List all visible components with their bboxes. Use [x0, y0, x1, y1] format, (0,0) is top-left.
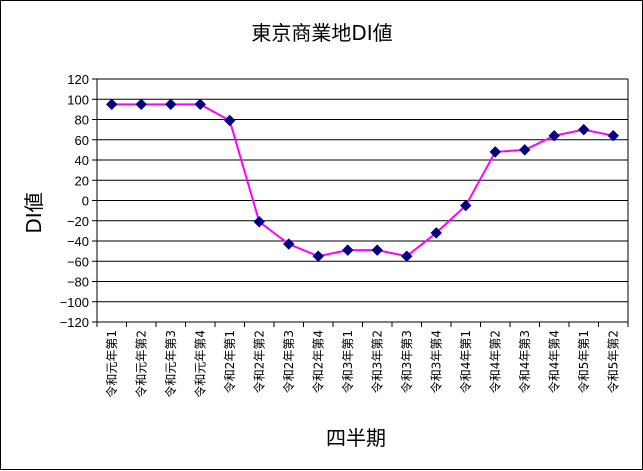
x-tick-label: 令和2年第2: [251, 330, 266, 393]
data-point-marker: [430, 227, 442, 239]
data-point-marker: [283, 238, 295, 250]
y-tick-label: −60: [67, 254, 89, 269]
data-point-marker: [519, 144, 531, 156]
y-tick-label: 120: [67, 72, 89, 87]
data-point-marker: [253, 216, 265, 228]
data-point-marker: [224, 114, 236, 127]
axes: [92, 78, 629, 327]
x-tick-label: 令和5年第1: [576, 330, 591, 393]
y-tick-label: 40: [75, 153, 89, 168]
y-tick-label: 80: [75, 113, 89, 128]
x-tick-label: 令和3年第2: [369, 330, 384, 393]
x-tick-label: 令和5年第2: [605, 330, 620, 393]
x-tick-label: 令和4年第1: [458, 330, 473, 393]
y-tick-label: −20: [67, 214, 89, 229]
series-group: [106, 98, 619, 262]
y-tick-label: 100: [67, 92, 89, 107]
x-tick-label: 令和2年第4: [310, 330, 325, 393]
x-tick-label: 令和元年第1: [104, 330, 119, 398]
x-tick-label: 令和3年第1: [340, 330, 355, 393]
y-tick-label: −80: [67, 275, 89, 290]
x-axis-title: 四半期: [326, 426, 386, 450]
x-tick-label: 令和4年第3: [517, 330, 532, 393]
data-point-marker: [371, 244, 383, 256]
x-tick-label: 令和4年第4: [546, 330, 561, 393]
x-tick-label: 令和3年第4: [428, 330, 443, 393]
data-point-marker: [489, 146, 501, 158]
data-point-marker: [548, 129, 560, 142]
y-tick-label: 0: [82, 194, 89, 209]
x-tick-labels: 令和元年第1 令和元年第2 令和元年第3 令和元年第4 令和2年第1 令和2年第2 令和2年…: [104, 330, 621, 398]
data-point-marker: [135, 98, 147, 111]
data-point-marker: [607, 129, 619, 142]
x-tick-label: 令和元年第2: [133, 330, 148, 398]
data-point-marker: [342, 244, 354, 256]
x-tick-label: 令和2年第3: [281, 330, 296, 393]
x-tick-label: 令和4年第2: [487, 330, 502, 393]
chart-title: 東京商業地DI値: [251, 21, 392, 45]
x-tick-label: 令和2年第1: [222, 330, 237, 393]
y-tick-label: −120: [60, 315, 89, 330]
data-point-marker: [165, 98, 177, 111]
data-point-marker: [106, 98, 118, 111]
data-point-marker: [460, 199, 472, 212]
data-point-marker: [401, 250, 413, 262]
y-axis-title: DI値: [22, 192, 46, 233]
x-tick-label: 令和元年第4: [192, 330, 207, 398]
y-tick-label: −40: [67, 234, 89, 249]
y-tick-label: 20: [75, 173, 89, 188]
grid-lines: [97, 78, 628, 323]
data-point-marker: [194, 98, 206, 111]
x-tick-label: 令和3年第3: [399, 330, 414, 393]
y-tick-labels: −120 −100 −80 −60 −40 −20 0 20 40 60 80 100 120: [60, 72, 89, 330]
y-tick-label: 60: [75, 133, 89, 148]
data-point-marker: [578, 123, 590, 136]
x-tick-label: 令和元年第3: [163, 330, 178, 398]
y-tick-label: −100: [60, 295, 89, 310]
data-point-marker: [312, 250, 324, 262]
